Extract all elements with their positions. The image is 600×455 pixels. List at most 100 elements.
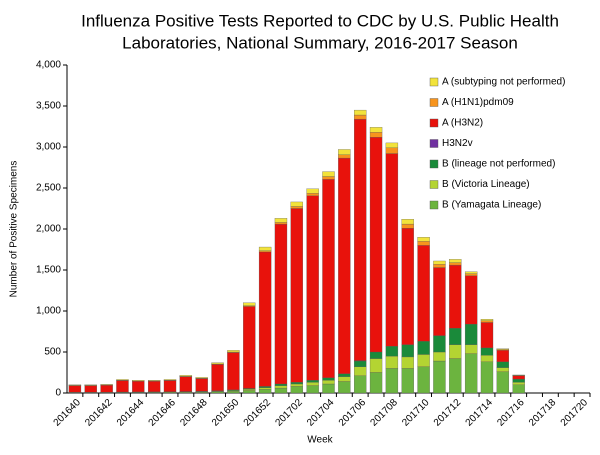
bar-segment — [243, 389, 255, 390]
bar-segment — [291, 384, 303, 386]
bar-segment — [354, 367, 366, 376]
bar-segment — [259, 388, 271, 390]
bar-segment — [386, 368, 398, 393]
bar-segment — [212, 392, 224, 393]
chart-title: Laboratories, National Summary, 2016-201… — [122, 33, 518, 52]
bar-segment — [227, 350, 239, 352]
bar-segment — [481, 362, 493, 393]
bar-segment — [322, 179, 334, 377]
x-tick-label: 201716 — [495, 397, 527, 429]
bar-segment — [196, 379, 208, 392]
bar-segment — [449, 259, 461, 262]
bar-segment — [212, 363, 224, 364]
x-tick-label: 201642 — [83, 397, 115, 429]
bar-segment — [291, 206, 303, 208]
bar-segment — [402, 219, 414, 224]
bar-segment — [481, 348, 493, 355]
bar-segment — [386, 356, 398, 368]
y-tick-label: 3,500 — [36, 101, 61, 112]
legend-label: A (H3N2) — [442, 118, 483, 129]
bar-segment — [291, 202, 303, 207]
bar-segment — [243, 306, 255, 388]
y-tick-label: 2,000 — [36, 224, 61, 235]
legend-swatch — [430, 201, 438, 209]
bar-segment — [433, 361, 445, 393]
bar-segment — [465, 272, 477, 274]
bar-segment — [465, 345, 477, 354]
x-tick-label: 201706 — [337, 397, 369, 429]
bar-segment — [433, 352, 445, 361]
bar-segment — [132, 381, 144, 392]
bar-segment — [481, 322, 493, 347]
bar-segment — [433, 264, 445, 267]
bar-segment — [259, 251, 271, 252]
bar-segment — [164, 381, 176, 392]
x-tick-label: 201714 — [464, 397, 496, 429]
bar-segment — [338, 155, 350, 158]
bar-segment — [85, 385, 97, 386]
bar-segment — [259, 386, 271, 387]
bar-segment — [370, 127, 382, 132]
bar-segment — [497, 362, 509, 368]
bar-segment — [307, 196, 319, 380]
bar-segment — [116, 381, 128, 392]
bar-segment — [148, 381, 160, 392]
x-tick-label: 201640 — [52, 397, 84, 429]
bar-segment — [275, 386, 287, 388]
bar-segment — [101, 385, 113, 392]
bar-segment — [465, 324, 477, 345]
bar-segment — [307, 386, 319, 393]
bar-segment — [370, 352, 382, 359]
bar-segment — [402, 368, 414, 393]
bar-segment — [101, 384, 113, 385]
bar-segment — [69, 386, 81, 393]
bar-segment — [481, 321, 493, 323]
x-tick-label: 201718 — [527, 397, 559, 429]
y-tick-label: 500 — [44, 347, 61, 358]
bar-segment — [227, 353, 239, 390]
bar-segment — [354, 376, 366, 393]
legend-label: B (lineage not performed) — [442, 159, 555, 170]
bar-segment — [433, 336, 445, 352]
bar-segment — [513, 379, 525, 382]
x-tick-label: 201708 — [369, 397, 401, 429]
y-tick-label: 1,000 — [36, 306, 61, 317]
bar-segment — [497, 350, 509, 361]
bar-segment — [386, 143, 398, 148]
y-tick-label: 3,000 — [36, 142, 61, 153]
bar-segment — [370, 132, 382, 137]
bar-segment — [465, 274, 477, 276]
bar-segment — [338, 374, 350, 377]
bar-segment — [449, 265, 461, 328]
bar-segment — [338, 158, 350, 374]
bar-segment — [322, 378, 334, 380]
bar-segment — [402, 224, 414, 228]
bar-segment — [322, 172, 334, 177]
bar-segment — [433, 268, 445, 336]
bar-segment — [275, 224, 287, 384]
legend-label: A (subtyping not performed) — [442, 77, 565, 88]
bar-segment — [386, 346, 398, 356]
bar-segment — [402, 345, 414, 357]
bar-segment — [418, 237, 430, 241]
legend-label: B (Victoria Lineage) — [442, 179, 530, 190]
bar-segment — [307, 382, 319, 385]
x-tick-label: 201712 — [432, 397, 464, 429]
bar-segment — [418, 245, 430, 341]
bar-segment — [497, 349, 509, 350]
legend-swatch — [430, 140, 438, 148]
bar-segment — [291, 386, 303, 393]
bar-segment — [370, 373, 382, 394]
bar-segment — [259, 247, 271, 251]
bar-segment — [386, 154, 398, 347]
x-tick-label: 201704 — [305, 397, 337, 429]
bar-segment — [275, 384, 287, 386]
bar-segment — [481, 355, 493, 362]
bar-segment — [449, 263, 461, 265]
bar-segment — [338, 382, 350, 393]
bar-segment — [259, 389, 271, 393]
bar-segment — [418, 241, 430, 245]
bar-segment — [148, 380, 160, 381]
bar-segment — [322, 384, 334, 393]
y-tick-label: 2,500 — [36, 183, 61, 194]
